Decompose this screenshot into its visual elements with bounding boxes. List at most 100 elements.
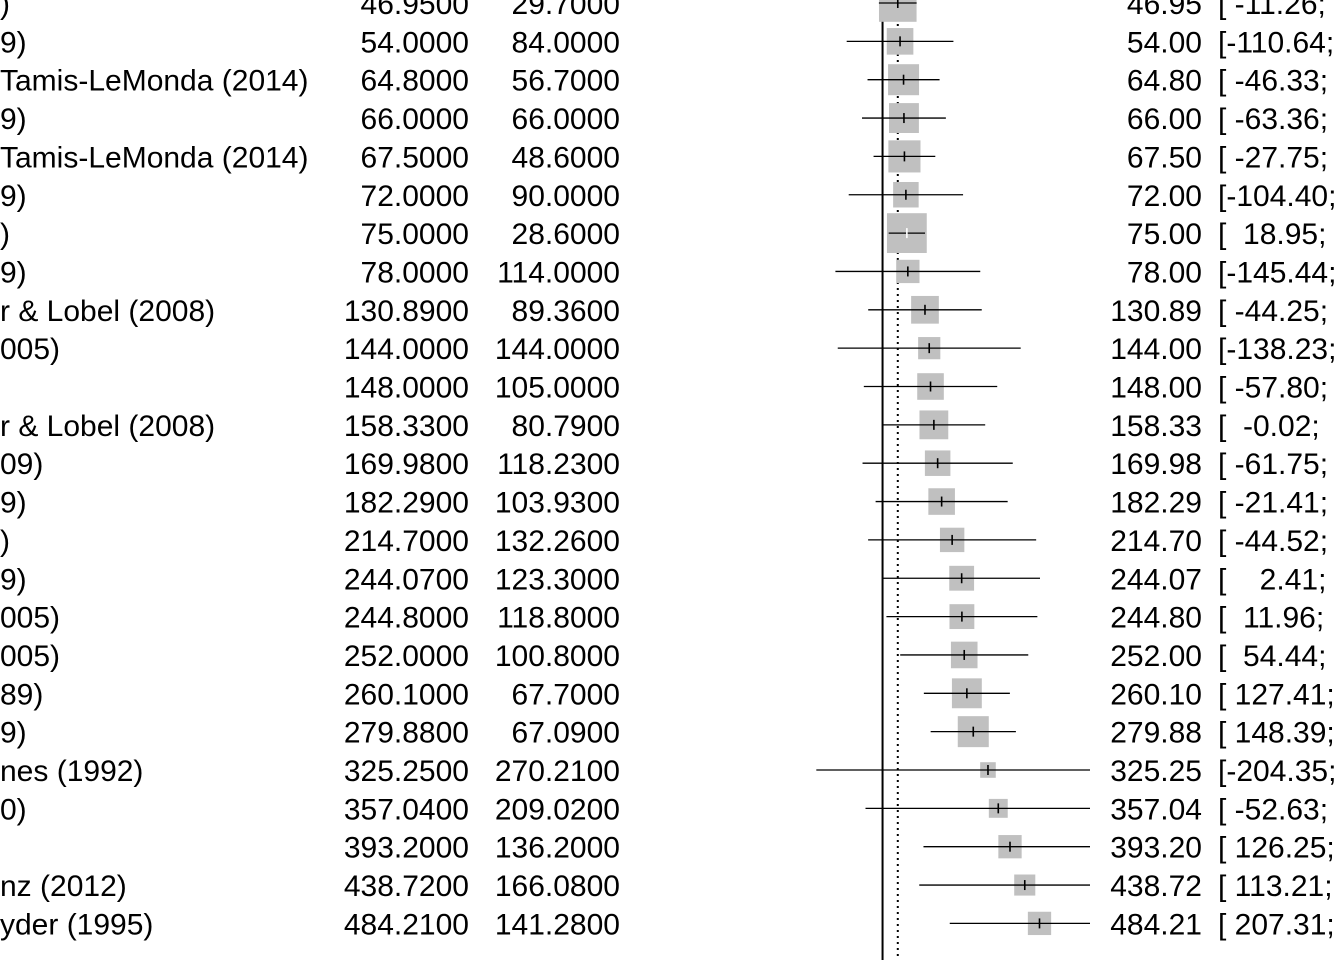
study-label: nes (1992) [0, 755, 143, 788]
mean-value: 260.1000 [344, 678, 469, 711]
study-row: 9) 54.0000 84.0000 54.00 [-110.64; [0, 26, 1334, 59]
ci-label: [ 126.25; [1218, 832, 1335, 865]
mean-value: 279.8800 [344, 717, 469, 750]
study-row: 0) 357.0400 209.0200 357.04 [ -52.63; [0, 793, 1328, 826]
study-label: Tamis-LeMonda (2014) [0, 65, 308, 98]
mean-value: 214.7000 [344, 525, 469, 558]
estimate-label: 169.98 [1110, 448, 1202, 481]
sd-value: 209.0200 [495, 793, 620, 826]
study-label: r & Lobel (2008) [0, 295, 215, 328]
estimate-label: 393.20 [1110, 832, 1202, 865]
sd-value: 166.0800 [495, 870, 620, 903]
sd-value: 67.0900 [512, 717, 620, 750]
study-row: 005) 252.0000 100.8000 252.00 [ 54.44; [0, 640, 1326, 673]
study-row: 09) 169.9800 118.2300 169.98 [ -61.75; [0, 448, 1328, 481]
ci-label: [ -44.25; [1218, 295, 1328, 328]
sd-value: 67.7000 [512, 678, 620, 711]
ci-label: [ 148.39; [1218, 717, 1335, 750]
study-row: r & Lobel (2008) 158.3300 80.7900 158.33 [ -… [0, 410, 1320, 443]
study-row: 9) 279.8800 67.0900 279.88 [ 148.39; [0, 716, 1335, 750]
ci-label: [ 11.96; [1218, 602, 1324, 635]
study-row: Tamis-LeMonda (2014) 67.5000 48.6000 67.50 [… [0, 140, 1328, 174]
sd-value: 66.0000 [512, 103, 620, 136]
mean-value: 130.8900 [344, 295, 469, 328]
sd-value: 28.6000 [512, 218, 620, 251]
study-row: Tamis-LeMonda (2014) 64.8000 56.7000 64.80 [… [0, 64, 1328, 98]
mean-value: 393.2000 [344, 832, 469, 865]
estimate-label: 252.00 [1110, 640, 1202, 673]
ci-label: [ -63.36; [1218, 103, 1328, 136]
sd-value: 48.6000 [512, 141, 620, 174]
estimate-label: 484.21 [1110, 908, 1202, 941]
estimate-label: 214.70 [1110, 525, 1202, 558]
study-row: 9) 66.0000 66.0000 66.00 [ -63.36; [0, 103, 1328, 136]
mean-value: 75.0000 [361, 218, 469, 251]
ci-label: [-110.64; [1218, 26, 1334, 59]
study-row: ) 75.0000 28.6000 75.00 [ 18.95; [0, 213, 1326, 253]
study-row: ) 46.9500 29.7000 46.95 [ -11.26; [0, 0, 1326, 22]
study-label: Tamis-LeMonda (2014) [0, 141, 308, 174]
sd-value: 56.7000 [512, 65, 620, 98]
ci-label: [-204.35; [1218, 755, 1336, 788]
ci-label: [ -46.33; [1218, 65, 1328, 98]
mean-value: 169.9800 [344, 448, 469, 481]
study-label: 005) [0, 602, 60, 635]
ci-label: [ 127.41; [1218, 678, 1335, 711]
estimate-label: 325.25 [1110, 755, 1202, 788]
sd-value: 89.3600 [512, 295, 620, 328]
estimate-label: 144.00 [1110, 333, 1202, 366]
study-label: ) [0, 218, 10, 251]
ci-label: [ -61.75; [1218, 448, 1328, 481]
mean-value: 144.0000 [344, 333, 469, 366]
study-label: 89) [0, 678, 43, 711]
mean-value: 484.2100 [344, 908, 469, 941]
study-row: 148.0000 105.0000 148.00 [ -57.80; [344, 372, 1328, 405]
mean-value: 182.2900 [344, 487, 469, 520]
study-row: 005) 244.8000 118.8000 244.80 [ 11.96; [0, 602, 1324, 635]
study-label: r & Lobel (2008) [0, 410, 215, 443]
study-label: 0) [0, 793, 27, 826]
study-row: yder (1995) 484.2100 141.2800 484.21 [ 207.3… [0, 908, 1335, 941]
study-label: 9) [0, 487, 27, 520]
mean-value: 78.0000 [361, 256, 469, 289]
mean-value: 64.8000 [361, 65, 469, 98]
study-label: 9) [0, 563, 27, 596]
mean-value: 244.8000 [344, 602, 469, 635]
study-row: r & Lobel (2008) 130.8900 89.3600 130.89 [ -… [0, 295, 1328, 328]
mean-value: 325.2500 [344, 755, 469, 788]
study-label: 9) [0, 180, 27, 213]
ci-label: [ -27.75; [1218, 141, 1328, 174]
study-row: nes (1992) 325.2500 270.2100 325.25 [-204.35… [0, 755, 1336, 788]
ci-label: [-145.44; [1218, 256, 1336, 289]
ci-label: [ -11.26; [1218, 0, 1326, 21]
mean-value: 438.7200 [344, 870, 469, 903]
sd-value: 270.2100 [495, 755, 620, 788]
study-row: nz (2012) 438.7200 166.0800 438.72 [ 113.21; [0, 870, 1333, 903]
estimate-label: 75.00 [1127, 218, 1202, 251]
reference-lines [881, 0, 899, 960]
mean-value: 46.9500 [361, 0, 469, 21]
study-row: 9) 244.0700 123.3000 244.07 [ 2.41; [0, 563, 1326, 596]
study-label: 005) [0, 640, 60, 673]
estimate-label: 158.33 [1110, 410, 1202, 443]
sd-value: 80.7900 [512, 410, 620, 443]
study-label: nz (2012) [0, 870, 127, 903]
estimate-label: 244.80 [1110, 602, 1202, 635]
estimate-label: 357.04 [1110, 793, 1202, 826]
study-label: yder (1995) [0, 908, 153, 941]
mean-value: 158.3300 [344, 410, 469, 443]
sd-value: 132.2600 [495, 525, 620, 558]
estimate-label: 182.29 [1110, 487, 1202, 520]
study-label: 9) [0, 256, 27, 289]
sd-value: 29.7000 [512, 0, 620, 21]
estimate-label: 67.50 [1127, 141, 1202, 174]
study-label: 9) [0, 103, 27, 136]
weight-box [878, 0, 917, 22]
study-row: 9) 78.0000 114.0000 78.00 [-145.44; [0, 256, 1336, 289]
ci-label: [-104.40; [1218, 180, 1336, 213]
estimate-label: 260.10 [1110, 678, 1202, 711]
mean-value: 54.0000 [361, 26, 469, 59]
study-row: 9) 182.2900 103.9300 182.29 [ -21.41; [0, 487, 1328, 520]
estimate-label: 72.00 [1127, 180, 1202, 213]
